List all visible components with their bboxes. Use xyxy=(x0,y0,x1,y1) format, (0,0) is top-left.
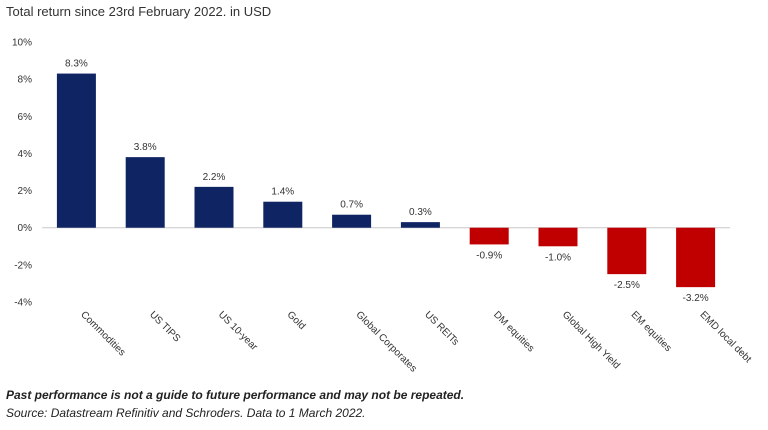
category-label: US TIPS xyxy=(147,309,182,344)
category-label: US REITs xyxy=(422,309,460,347)
bar-us-10-year xyxy=(194,186,234,228)
source-footnote: Source: Datastream Refinitiv and Schrode… xyxy=(6,406,366,420)
data-label: -0.9% xyxy=(476,250,502,261)
data-label: 0.7% xyxy=(340,200,363,211)
y-tick-label: 4% xyxy=(18,149,33,160)
category-label: Global High Yield xyxy=(560,309,622,371)
data-label: -1.0% xyxy=(545,252,571,263)
category-label: Global Corporates xyxy=(353,309,418,374)
category-label: Commodities xyxy=(78,309,127,358)
bar-global-high-yield xyxy=(538,227,578,247)
category-label: US 10-year xyxy=(216,309,260,353)
chart-title: Total return since 23rd February 2022. i… xyxy=(6,4,272,19)
bar-em-equities xyxy=(607,227,647,275)
disclaimer-footnote: Past performance is not a guide to futur… xyxy=(6,388,465,402)
y-tick-label: 10% xyxy=(12,38,32,49)
category-label: EMD local debt xyxy=(697,309,753,365)
y-tick-label: 6% xyxy=(18,112,33,123)
category-label: Gold xyxy=(285,309,308,332)
bar-dm-equities xyxy=(469,227,509,245)
category-label: EM equities xyxy=(629,309,674,354)
data-label: -2.5% xyxy=(614,280,640,291)
data-label: -3.2% xyxy=(683,293,709,304)
data-label: 3.8% xyxy=(134,142,157,153)
y-tick-label: 2% xyxy=(18,186,33,197)
y-tick-label: 8% xyxy=(18,75,33,86)
data-label: 8.3% xyxy=(65,59,88,70)
bar-emd-local-debt xyxy=(676,227,716,288)
bar-us-reits xyxy=(400,222,440,228)
y-tick-label: -2% xyxy=(14,260,32,271)
category-label: DM equities xyxy=(491,309,536,354)
data-label: 2.2% xyxy=(203,172,226,183)
bar-gold xyxy=(263,201,303,228)
y-tick-label: 0% xyxy=(18,223,33,234)
bar-us-tips xyxy=(125,157,165,228)
bar-global-corporates xyxy=(332,214,372,228)
y-tick-label: -4% xyxy=(14,298,32,309)
bar-commodities xyxy=(56,73,96,228)
data-label: 1.4% xyxy=(271,187,294,198)
data-label: 0.3% xyxy=(409,207,432,218)
bar-chart: 10% 8% 6% 4% 2% 0% -2% -4% 8.3% Commodities 3.8% US… xyxy=(12,38,753,375)
